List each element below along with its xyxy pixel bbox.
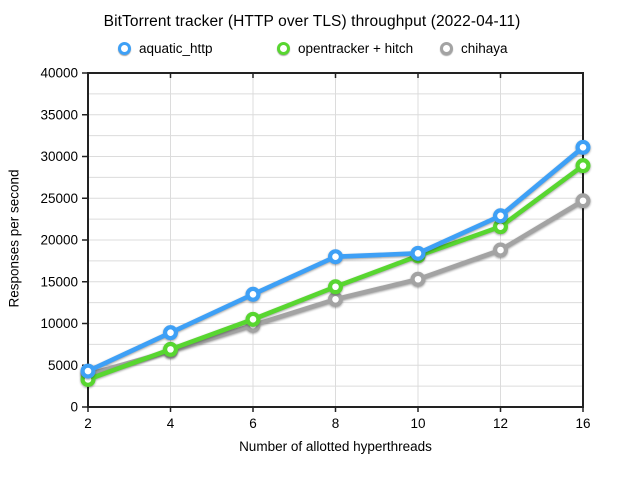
data-point-marker[interactable] (328, 279, 344, 295)
data-point-marker[interactable] (575, 193, 591, 209)
legend-item-chihaya[interactable]: chihaya (440, 40, 508, 56)
y-tick-label: 0 (70, 400, 78, 415)
series-marker-icon (440, 41, 453, 55)
chart-title: BitTorrent tracker (HTTP over TLS) throu… (103, 13, 521, 30)
data-point-marker[interactable] (493, 208, 509, 224)
data-point-marker[interactable] (410, 271, 426, 287)
x-tick-label: 16 (575, 416, 590, 431)
x-tick-label: 6 (249, 416, 257, 431)
y-tick-label: 20000 (40, 233, 78, 248)
data-point-marker[interactable] (163, 325, 179, 341)
legend-label: chihaya (461, 40, 508, 56)
y-tick-label: 40000 (40, 66, 78, 81)
x-tick-label: 12 (493, 416, 508, 431)
plot-border (87, 72, 584, 408)
x-tick-label: 10 (410, 416, 425, 431)
data-point-marker[interactable] (575, 139, 591, 155)
x-axis-title: Number of allotted hyperthreads (239, 439, 432, 454)
legend-item-aquatic-http[interactable]: aquatic_http (118, 40, 213, 56)
legend: aquatic_http opentracker + hitch chihaya (0, 40, 624, 56)
y-tick-label: 30000 (40, 149, 78, 164)
data-point-marker[interactable] (575, 158, 591, 174)
y-tick-label: 5000 (48, 358, 78, 373)
data-point-marker[interactable] (163, 341, 179, 357)
y-tick-label: 25000 (40, 191, 78, 206)
data-point-marker[interactable] (245, 286, 261, 302)
series-marker-icon (277, 41, 290, 55)
legend-label: aquatic_http (139, 40, 213, 56)
data-point-marker[interactable] (328, 291, 344, 307)
x-tick-label: 8 (332, 416, 340, 431)
data-point-marker[interactable] (245, 311, 261, 327)
series-marker-icon (118, 41, 131, 55)
series-aquatic-http (80, 139, 591, 379)
legend-label: opentracker + hitch (298, 40, 414, 56)
x-tick-label: 4 (167, 416, 175, 431)
x-tick-label: 2 (84, 416, 92, 431)
y-tick-label: 15000 (40, 274, 78, 289)
data-point-marker[interactable] (493, 242, 509, 258)
y-tick-label: 35000 (40, 107, 78, 122)
data-point-marker[interactable] (328, 249, 344, 265)
data-point-marker[interactable] (410, 245, 426, 261)
legend-item-opentracker-hitch[interactable]: opentracker + hitch (277, 40, 413, 56)
data-point-marker[interactable] (80, 363, 96, 379)
y-tick-label: 10000 (40, 316, 78, 331)
